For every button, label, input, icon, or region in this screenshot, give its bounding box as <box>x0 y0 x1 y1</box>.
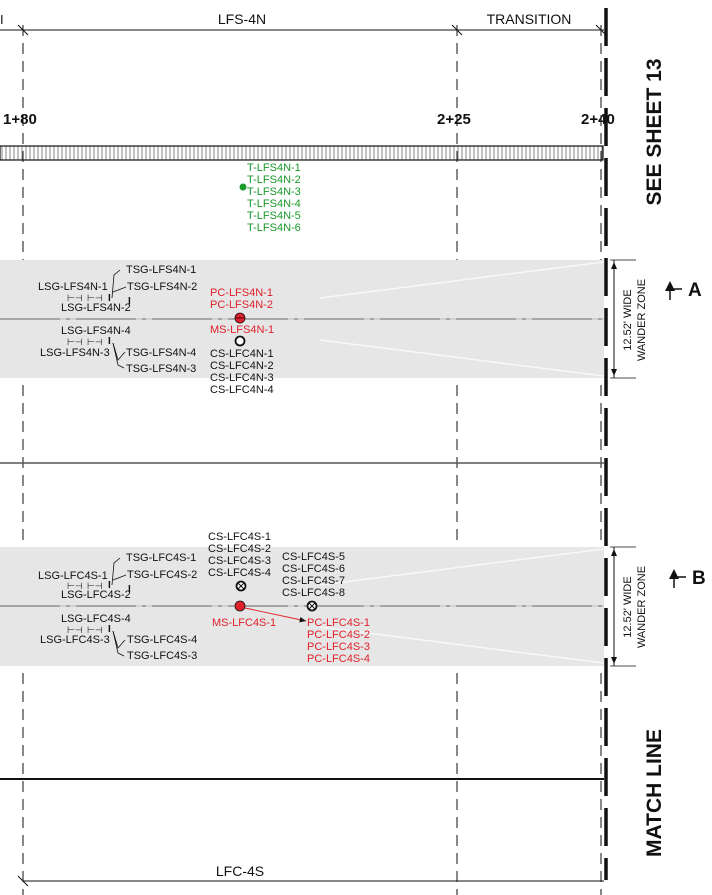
pressure-cell-icon <box>234 600 246 612</box>
section-cut-a: A <box>665 280 702 301</box>
cs-lfc4s-4-label: CS-LFC4S-4 <box>208 567 271 579</box>
top-dimension: I LFS-4N TRANSITION <box>0 11 607 36</box>
lsg-lfs4n-4-label: LSG-LFS4N-4 <box>61 325 131 337</box>
match-line-label: MATCH LINE <box>643 729 666 857</box>
section-label-lfc4s: LFC-4S <box>216 863 264 879</box>
pc-lfs4n-2-label: PC-LFS4N-2 <box>210 299 273 311</box>
see-sheet-label: SEE SHEET 13 <box>643 58 666 205</box>
cs-lfc4s-6-label: CS-LFC4S-6 <box>282 563 345 575</box>
cs-lfc4n-4-label: CS-LFC4N-4 <box>210 384 274 396</box>
station-240: 2+40 <box>581 111 615 128</box>
pc-lfc4s-1-label: PC-LFC4S-1 <box>307 617 370 629</box>
pc-lfc4s-4-label: PC-LFC4S-4 <box>307 653 370 665</box>
lane-a-instruments: TSG-LFS4N-1 TSG-LFS4N-2 LSG-LFS4N-1 LSG-… <box>38 264 274 396</box>
thermocouple-label: T-LFS4N-2 <box>247 174 301 186</box>
strain-gauge-icon: ⊢⊣ <box>87 337 103 347</box>
thermocouple-label: T-LFS4N-6 <box>247 222 301 234</box>
station-225: 2+25 <box>437 111 471 128</box>
lsg-lfc4s-1-label: LSG-LFC4S-1 <box>38 570 108 582</box>
cs-lfc4n-2-label: CS-LFC4N-2 <box>210 360 274 372</box>
cs-lfc4n-3-label: CS-LFC4N-3 <box>210 372 274 384</box>
thermocouple-label: T-LFS4N-1 <box>247 162 301 174</box>
pc-lfc4s-3-label: PC-LFC4S-3 <box>307 641 370 653</box>
section-a-label: A <box>688 280 702 301</box>
lsg-lfc4s-2-label: LSG-LFC4S-2 <box>61 589 131 601</box>
thermocouple-marker-icon <box>239 183 247 191</box>
wander-zone-b: 12.52' WIDE WANDER ZONE <box>610 546 648 667</box>
section-label-transition: TRANSITION <box>487 11 572 27</box>
strain-gauge-icon: I <box>108 580 111 591</box>
wander-a-line2: WANDER ZONE <box>636 279 648 361</box>
lsg-lfs4n-2-label: LSG-LFS4N-2 <box>61 302 131 314</box>
cs-lfc4s-8-label: CS-LFC4S-8 <box>282 587 345 599</box>
strain-gauge-icon: ⊢⊣ <box>87 581 103 591</box>
tsg-lfs4n-3-label: TSG-LFS4N-3 <box>126 363 196 375</box>
strain-gauge-icon: I <box>108 624 111 635</box>
tsg-lfs4n-2-label: TSG-LFS4N-2 <box>127 281 197 293</box>
wander-b-line1: 12.52' WIDE <box>622 576 634 637</box>
cs-lfc4s-7-label: CS-LFC4S-7 <box>282 575 345 587</box>
soil-cell-icon <box>234 335 246 347</box>
tsg-lfc4s-3-label: TSG-LFC4S-3 <box>127 650 197 662</box>
tsg-lfs4n-4-label: TSG-LFS4N-4 <box>126 347 196 359</box>
hatched-curb <box>0 145 604 161</box>
ms-lfc4s-1-label: MS-LFC4S-1 <box>212 617 276 629</box>
station-180: 1+80 <box>3 111 37 128</box>
thermocouple-label: T-LFS4N-5 <box>247 210 301 222</box>
thermocouple-group: T-LFS4N-1T-LFS4N-2T-LFS4N-3T-LFS4N-4T-LF… <box>239 162 301 234</box>
station-lines <box>22 25 602 895</box>
tsg-lfc4s-4-label: TSG-LFC4S-4 <box>127 634 197 646</box>
strain-gauge-icon: ⊢⊣ <box>67 625 83 635</box>
lsg-lfs4n-3-label: LSG-LFS4N-3 <box>40 347 110 359</box>
pc-lfc4s-2-label: PC-LFC4S-2 <box>307 629 370 641</box>
strain-gauge-icon: I <box>128 296 131 307</box>
cs-lfc4n-1-label: CS-LFC4N-1 <box>210 348 274 360</box>
wander-b-line2: WANDER ZONE <box>636 566 648 648</box>
section-label-partial: I <box>0 12 4 27</box>
lane-b-instruments: CS-LFC4S-1 CS-LFC4S-2 CS-LFC4S-3 CS-LFC4… <box>38 531 370 665</box>
lsg-lfs4n-1-label: LSG-LFS4N-1 <box>38 281 108 293</box>
thermocouple-label: T-LFS4N-4 <box>247 198 301 210</box>
wander-a-line1: 12.52' WIDE <box>622 289 634 350</box>
station-labels: 1+80 2+25 2+40 <box>3 111 615 128</box>
wander-zone-a: 12.52' WIDE WANDER ZONE <box>610 259 648 379</box>
cs-lfc4s-3-label: CS-LFC4S-3 <box>208 555 271 567</box>
strain-gauge-icon: ⊢⊣ <box>67 581 83 591</box>
tsg-lfc4s-2-label: TSG-LFC4S-2 <box>127 569 197 581</box>
strain-gauge-icon: ⊢⊣ <box>87 625 103 635</box>
lsg-lfc4s-3-label: LSG-LFC4S-3 <box>40 634 110 646</box>
section-label-lfs4n: LFS-4N <box>218 11 266 27</box>
strain-gauge-icon: I <box>108 336 111 347</box>
lsg-lfc4s-4-label: LSG-LFC4S-4 <box>61 613 131 625</box>
strain-gauge-icon: I <box>128 584 131 595</box>
strain-gauge-icon: ⊢⊣ <box>67 293 83 303</box>
cs-lfc4s-5-label: CS-LFC4S-5 <box>282 551 345 563</box>
pc-lfs4n-1-label: PC-LFS4N-1 <box>210 287 273 299</box>
bottom-dimension: LFC-4S <box>17 863 604 887</box>
section-b-label: B <box>692 568 706 589</box>
tsg-lfc4s-1-label: TSG-LFC4S-1 <box>126 552 196 564</box>
strain-gauge-icon: ⊢⊣ <box>67 337 83 347</box>
cs-lfc4s-1-label: CS-LFC4S-1 <box>208 531 271 543</box>
strain-gauge-icon: I <box>108 293 111 304</box>
cs-lfc4s-2-label: CS-LFC4S-2 <box>208 543 271 555</box>
tsg-lfs4n-1-label: TSG-LFS4N-1 <box>126 264 196 276</box>
section-cut-b: B <box>669 568 706 589</box>
thermocouple-label: T-LFS4N-3 <box>247 186 301 198</box>
ms-lfs4n-1-label: MS-LFS4N-1 <box>210 324 274 336</box>
strain-gauge-icon: ⊢⊣ <box>87 293 103 303</box>
